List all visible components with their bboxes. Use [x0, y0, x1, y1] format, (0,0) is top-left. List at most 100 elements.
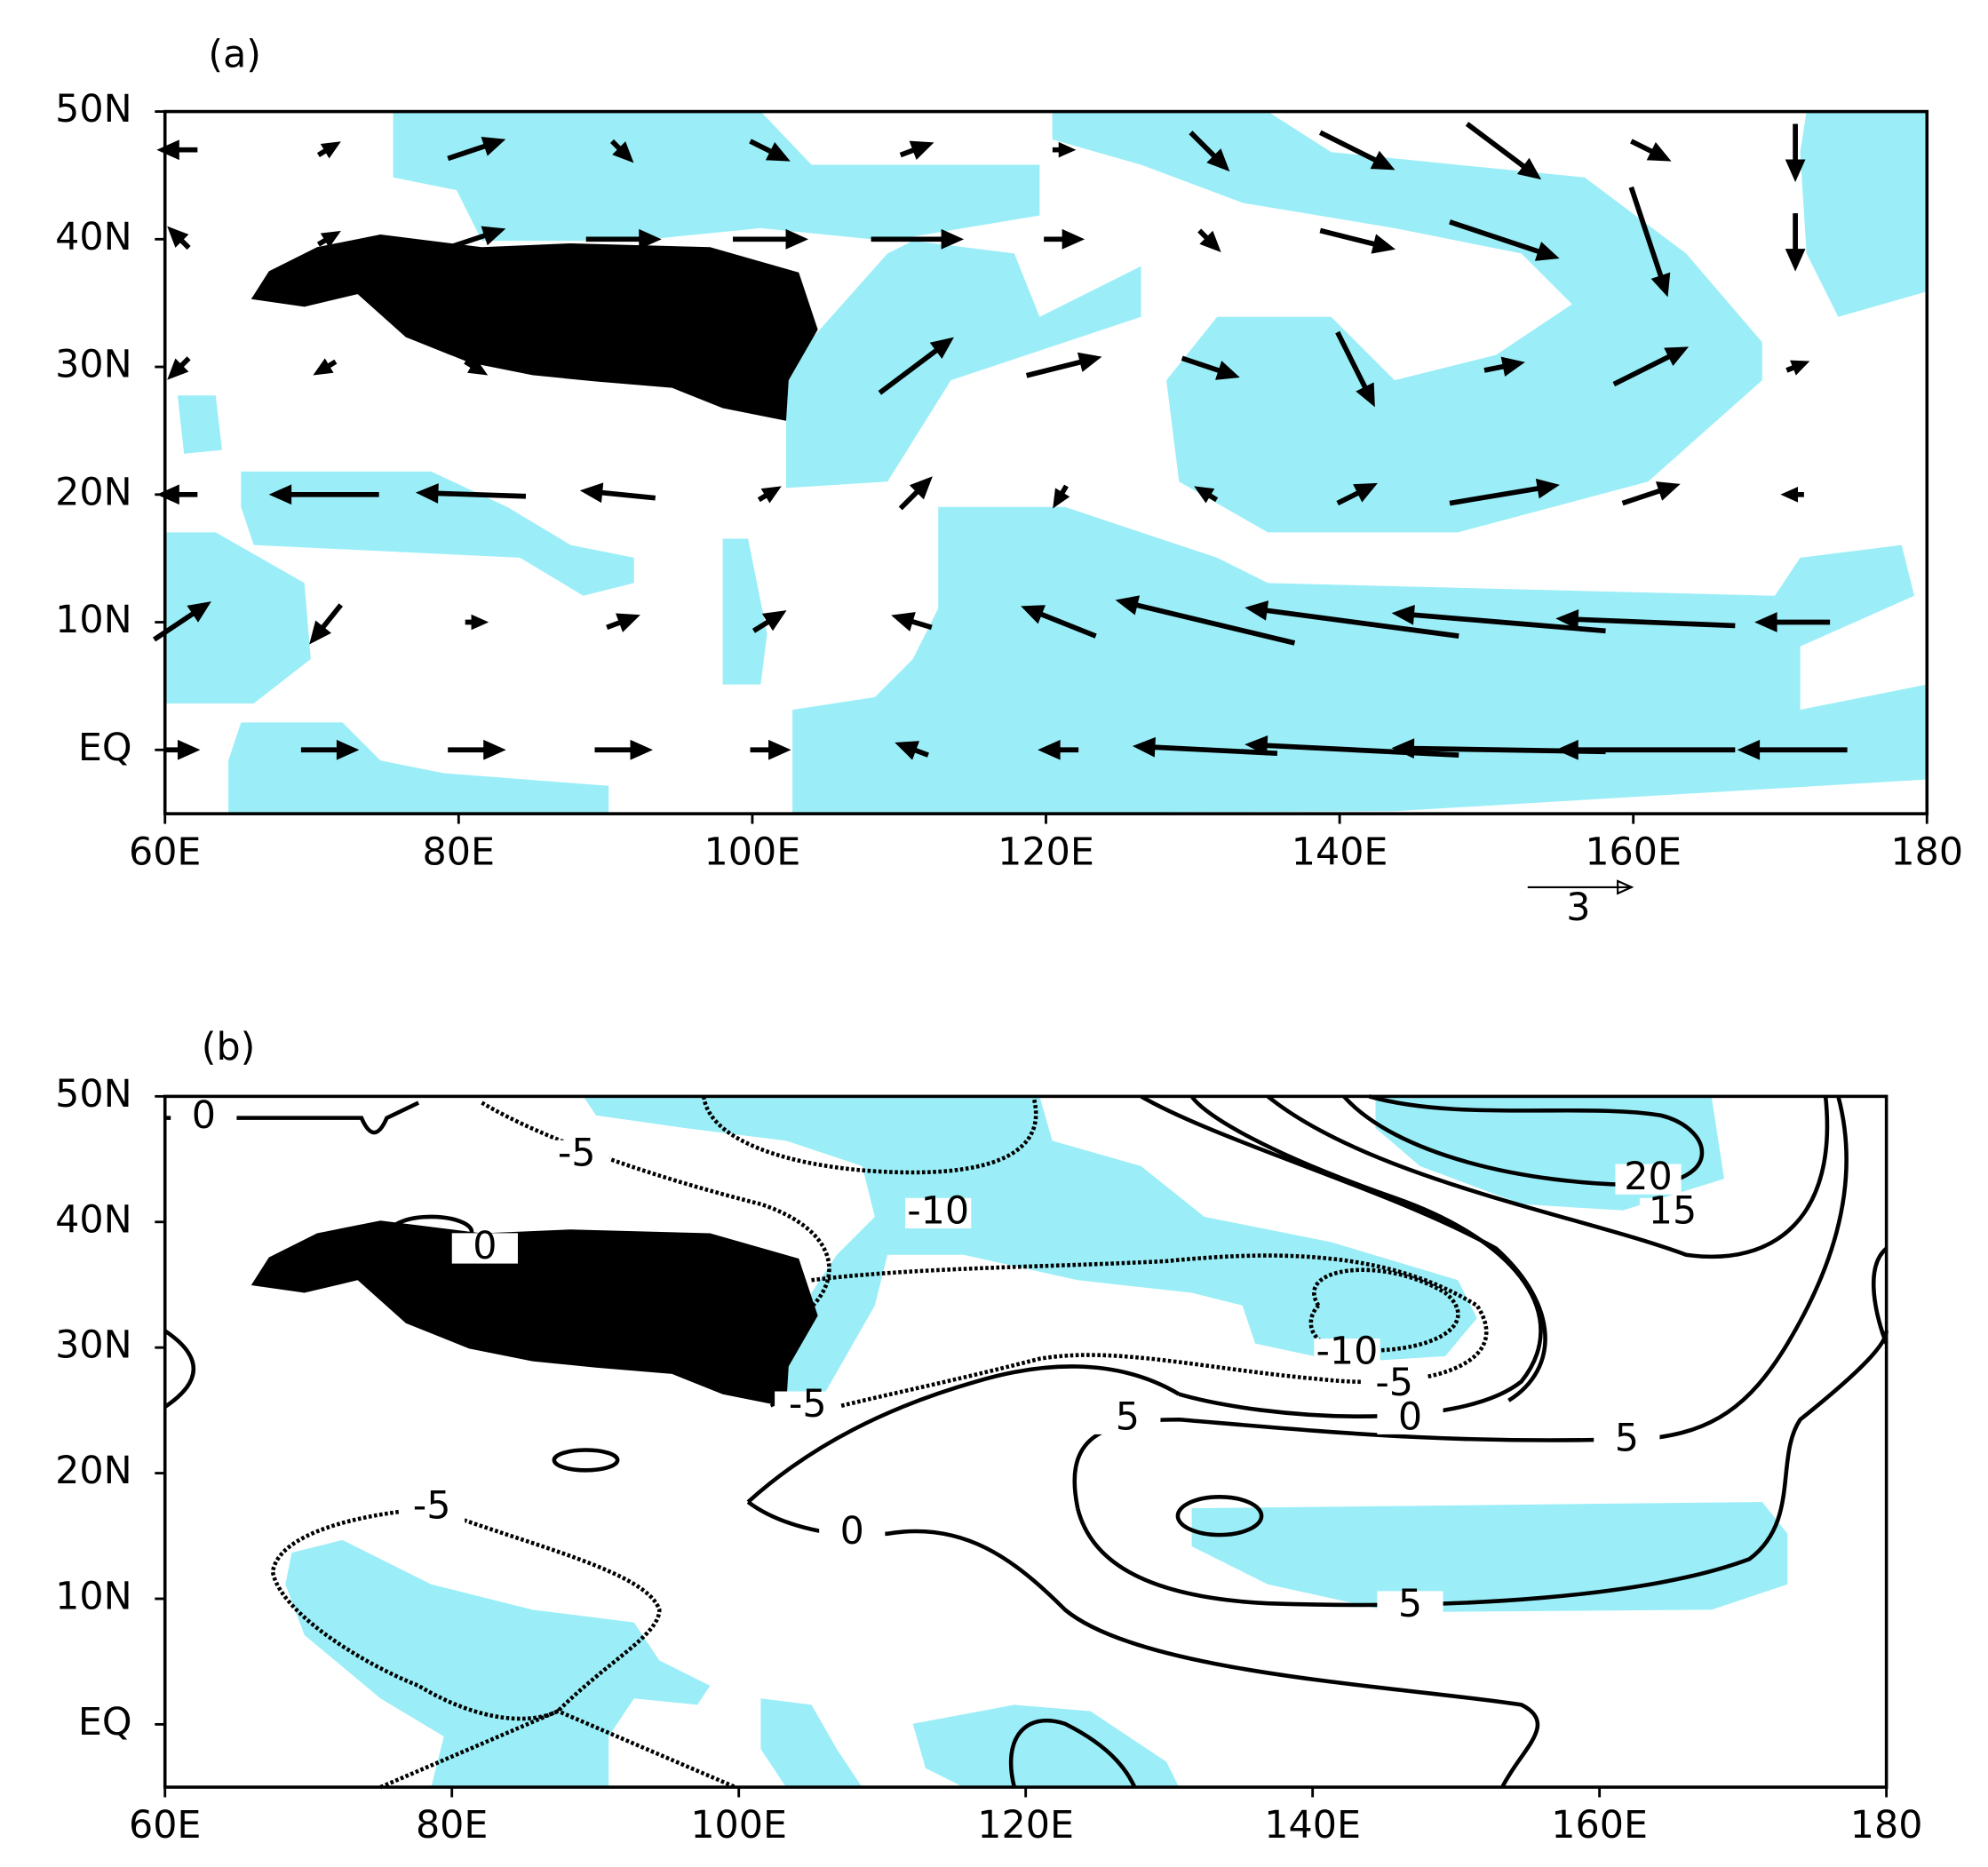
- wind-vector: [166, 739, 201, 760]
- wind-vector: [1754, 612, 1831, 632]
- wind-vector: [1555, 609, 1736, 630]
- wind-vector: [751, 610, 787, 633]
- contour-label-bg: [1639, 1197, 1706, 1229]
- wind-vector: [749, 139, 791, 162]
- y-tick-label: EQ: [78, 1700, 132, 1744]
- wind-vector: [313, 358, 338, 376]
- wind-vector: [1630, 139, 1672, 162]
- contour-label: 0: [840, 1509, 864, 1553]
- x-tick-label: 80E: [416, 1803, 489, 1847]
- contour-label: 0: [192, 1093, 216, 1138]
- panel-title: (a): [208, 33, 261, 77]
- contour-label-bg: [905, 1197, 972, 1229]
- x-tick-label: 140E: [1292, 830, 1388, 874]
- wind-vector: [167, 356, 191, 380]
- y-tick-label: 50N: [55, 87, 131, 131]
- contour-label: -10: [1316, 1330, 1378, 1374]
- panel-title: (b): [202, 1025, 256, 1069]
- wind-vector: [733, 228, 809, 250]
- wind-vector: [465, 614, 489, 631]
- x-tick-label: 160E: [1551, 1803, 1648, 1847]
- reference-label: 3: [1566, 886, 1590, 930]
- contour-label-bg: [451, 1233, 518, 1264]
- wind-vector: [1465, 122, 1542, 180]
- contour-label: 0: [1398, 1394, 1422, 1439]
- wind-vector: [447, 136, 506, 162]
- contour-label-bg: [1361, 1370, 1427, 1401]
- contour-label-bg: [1314, 1339, 1380, 1370]
- wind-vector: [750, 739, 791, 760]
- wind-vector: [1785, 123, 1806, 182]
- wind-vector: [610, 358, 635, 376]
- wind-vector: [895, 741, 929, 760]
- contour-label: -5: [1375, 1361, 1413, 1405]
- wind-vector: [579, 482, 656, 504]
- wind-vector: [1612, 346, 1690, 387]
- wind-vector: [316, 141, 341, 159]
- y-tick-label: 20N: [55, 470, 131, 514]
- wind-vector: [1181, 355, 1240, 380]
- x-tick-label: 100E: [690, 1803, 787, 1847]
- wind-vector: [1449, 219, 1560, 261]
- x-tick-label: 160E: [1585, 830, 1682, 874]
- wind-vector: [316, 230, 341, 248]
- panel-a-shading: [164, 111, 1928, 814]
- x-tick-label: 80E: [423, 830, 495, 874]
- contour-label-bg: [1377, 1403, 1443, 1434]
- wind-vector: [415, 483, 527, 504]
- wind-vector: [755, 347, 779, 383]
- y-tick-label: 10N: [55, 1574, 131, 1618]
- contour-label: -5: [789, 1382, 827, 1426]
- wind-vector: [1391, 604, 1606, 634]
- reference-vector: [1527, 879, 1634, 895]
- wind-vector: [153, 601, 211, 642]
- wind-vector: [156, 139, 198, 161]
- contour-label: -10: [907, 1188, 969, 1233]
- y-tick-label: 10N: [55, 598, 131, 642]
- wind-vector: [1244, 735, 1459, 758]
- wind-vector: [156, 484, 198, 505]
- wind-vector: [594, 739, 653, 760]
- wind-vector: [167, 226, 191, 250]
- wind-vector: [1053, 484, 1070, 509]
- wind-vector: [447, 226, 506, 250]
- y-tick-label: 40N: [55, 1197, 131, 1242]
- wind-vector: [1132, 736, 1278, 758]
- x-tick-label: 120E: [998, 830, 1094, 874]
- wind-vector: [1628, 186, 1671, 298]
- contour-label: 5: [1615, 1416, 1639, 1460]
- wind-vector: [1021, 605, 1097, 639]
- x-tick-label: 60E: [129, 1803, 202, 1847]
- wind-vector: [300, 739, 360, 760]
- contour-label: 5: [1398, 1582, 1422, 1626]
- wind-vector: [1194, 486, 1219, 504]
- x-tick-label: 180: [1850, 1803, 1923, 1847]
- contour-label-bg: [1094, 1403, 1161, 1434]
- x-tick-label: 100E: [704, 830, 801, 874]
- y-tick-label: 20N: [55, 1449, 131, 1493]
- wind-vector: [1318, 130, 1396, 171]
- wind-vector: [878, 337, 954, 395]
- wind-vector: [1483, 356, 1525, 377]
- wind-vector: [1780, 487, 1804, 503]
- y-tick-label: 30N: [55, 1323, 131, 1368]
- wind-vector: [268, 484, 379, 505]
- wind-vector: [1335, 330, 1375, 408]
- wind-vector: [1025, 352, 1102, 378]
- contour-label: -5: [558, 1131, 596, 1175]
- wind-vector: [609, 139, 634, 163]
- wind-vector: [585, 228, 662, 250]
- wind-vector: [1449, 478, 1560, 506]
- contour-label-bg: [1377, 1591, 1443, 1622]
- contour-label-bg: [775, 1391, 841, 1422]
- wind-vector: [898, 476, 933, 511]
- wind-vector: [309, 603, 343, 645]
- panel-b-shading: [250, 1096, 1788, 1788]
- x-tick-label: 120E: [977, 1803, 1074, 1847]
- wind-vector: [891, 612, 933, 632]
- wind-vector: [1319, 227, 1396, 254]
- x-tick-label: 180: [1890, 830, 1963, 874]
- wind-vector: [871, 228, 965, 250]
